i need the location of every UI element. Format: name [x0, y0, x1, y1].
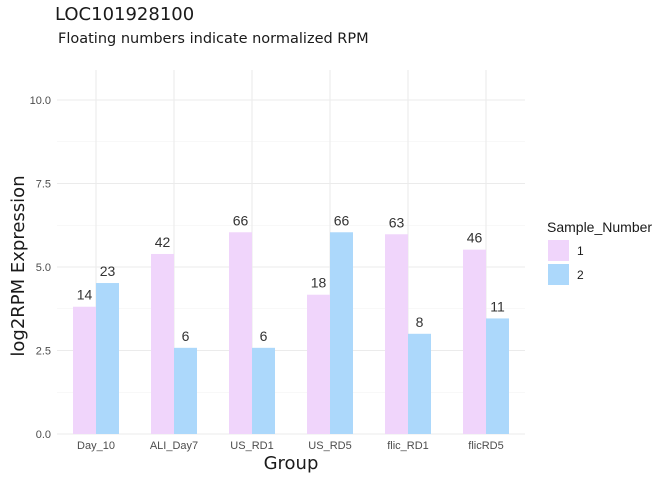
bar-US_RD5-sample-1: [307, 294, 330, 434]
chart-subtitle: Floating numbers indicate normalized RPM: [58, 31, 369, 47]
bar-ALI_Day7-sample-2: [174, 347, 197, 434]
bar-Day_10-sample-2: [96, 283, 119, 434]
grid: [57, 70, 525, 435]
bar-US_RD1-sample-1: [229, 232, 252, 434]
legend-label: 2: [577, 268, 584, 282]
bar-flic_RD1-sample-1: [385, 234, 408, 434]
legend-key-1: [548, 240, 569, 261]
y-axis-ticks: 0.0 2.5 5.0 7.5 10.0: [30, 95, 51, 441]
data-label: 11: [490, 298, 505, 314]
y-tick-label: 7.5: [36, 179, 51, 191]
bar-US_RD1-sample-2: [252, 347, 275, 434]
data-label: 63: [389, 214, 405, 230]
x-tick-label: ALI_Day7: [150, 440, 198, 452]
y-tick-label: 5.0: [36, 262, 51, 274]
x-tick-label: US_RD5: [308, 440, 351, 452]
bar-flicRD5-sample-1: [463, 249, 486, 434]
legend-key-2: [548, 264, 569, 285]
data-label: 23: [100, 263, 116, 279]
x-tick-label: flic_RD1: [387, 440, 429, 452]
chart-title: LOC101928100: [55, 4, 194, 25]
bar-flic_RD1-sample-2: [408, 333, 431, 434]
x-tick-label: Day_10: [77, 440, 115, 452]
legend-title: Sample_Number: [547, 219, 652, 235]
bar-ALI_Day7-sample-1: [151, 253, 174, 434]
x-tick-label: flicRD5: [468, 440, 503, 452]
legend: Sample_Number 1 2: [547, 219, 652, 285]
x-axis-ticks: Day_10 ALI_Day7 US_RD1 US_RD5 flic_RD1 flicRD…: [77, 440, 504, 452]
bar-US_RD5-sample-2: [330, 232, 353, 434]
legend-label: 1: [577, 244, 584, 258]
data-label: 46: [467, 230, 483, 246]
bar-Day_10-sample-1: [73, 306, 96, 434]
data-label: 8: [416, 314, 424, 330]
y-tick-label: 10.0: [30, 95, 51, 107]
bars: [73, 232, 509, 434]
bar-flicRD5-sample-2: [486, 318, 509, 434]
data-label: 66: [233, 212, 249, 228]
y-tick-label: 0.0: [36, 429, 51, 441]
data-label: 14: [77, 287, 93, 303]
x-tick-label: US_RD1: [230, 440, 273, 452]
data-label: 6: [260, 328, 268, 344]
data-label: 18: [311, 275, 327, 291]
y-tick-label: 2.5: [36, 346, 51, 358]
data-label: 66: [334, 212, 350, 228]
y-axis-title: log2RPM Expression: [8, 175, 29, 356]
x-axis-title: Group: [264, 453, 319, 474]
data-label: 6: [182, 328, 190, 344]
data-label: 42: [155, 234, 171, 250]
